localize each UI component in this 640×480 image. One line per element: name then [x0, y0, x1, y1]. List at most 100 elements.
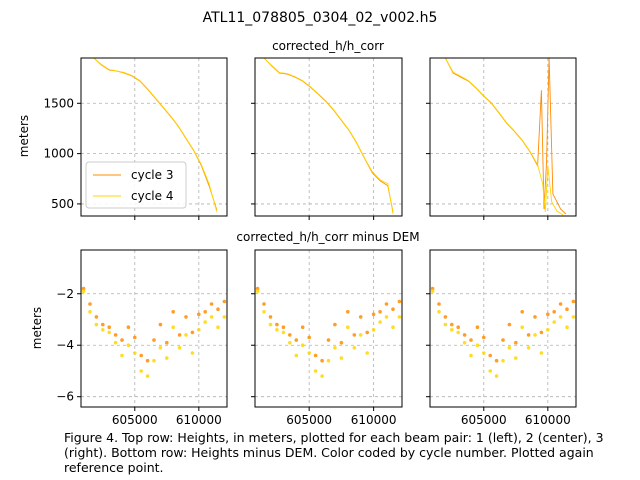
- scatter-point-cycle3: [397, 299, 402, 304]
- scatter-point-cycle4: [165, 356, 169, 360]
- scatter-point-cycle3: [462, 333, 467, 337]
- x-tick-label: 610000: [176, 413, 222, 427]
- scatter-point-cycle3: [145, 358, 150, 363]
- x-tick-label: 605000: [286, 413, 332, 427]
- y-tick-label: −6: [56, 390, 74, 404]
- scatter-point-cycle3: [456, 325, 461, 330]
- scatter-point-cycle3: [475, 325, 480, 330]
- top-row-title: corrected_h/h_corr: [272, 39, 384, 53]
- top-row-ylabel: meters: [17, 115, 31, 157]
- scatter-point-cycle3: [184, 315, 188, 319]
- scatter-point-cycle4: [255, 289, 260, 294]
- scatter-point-cycle4: [443, 322, 448, 327]
- scatter-point-cycle3: [300, 325, 305, 330]
- scatter-point-cycle4: [197, 328, 201, 332]
- scatter-point-cycle4: [216, 325, 220, 330]
- y-tick-label: 500: [51, 197, 74, 211]
- scatter-point-cycle3: [378, 310, 382, 314]
- scatter-point-cycle4: [139, 369, 143, 373]
- scatter-point-cycle4: [203, 320, 207, 324]
- axes-frame: [80, 249, 228, 408]
- legend-label-cycle4: cycle 4: [131, 189, 173, 203]
- axes-frame: [429, 249, 577, 408]
- scatter-point-cycle4: [333, 346, 337, 350]
- scatter-point-cycle4: [300, 343, 305, 348]
- scatter-point-cycle4: [365, 351, 370, 355]
- scatter-point-cycle4: [391, 325, 395, 330]
- axes-frame: [254, 57, 403, 217]
- scatter-point-cycle4: [184, 333, 188, 337]
- scatter-point-cycle3: [152, 338, 156, 342]
- series-line-cycle4: [263, 58, 394, 215]
- scatter-point-cycle4: [558, 315, 563, 319]
- scatter-point-cycle4: [533, 333, 537, 337]
- scatter-point-cycle3: [139, 353, 143, 358]
- scatter-point-cycle3: [281, 325, 286, 330]
- scatter-point-cycle3: [209, 302, 214, 306]
- scatter-point-cycle4: [450, 328, 454, 332]
- scatter-point-cycle3: [520, 310, 524, 314]
- scatter-point-cycle4: [501, 358, 505, 363]
- scatter-point-cycle3: [558, 302, 563, 306]
- scatter-point-cycle4: [94, 322, 99, 327]
- series-line-cycle4: [445, 58, 564, 216]
- y-tick-label: −4: [56, 338, 74, 352]
- scatter-point-cycle4: [552, 320, 556, 324]
- scatter-point-cycle3: [126, 325, 131, 330]
- scatter-point-cycle4: [482, 351, 486, 355]
- scatter-point-cycle4: [107, 330, 111, 335]
- plot-data-r1c1: [255, 286, 402, 378]
- scatter-point-cycle4: [488, 369, 493, 373]
- scatter-point-cycle4: [475, 343, 480, 348]
- scatter-point-cycle4: [81, 289, 86, 294]
- scatter-point-cycle4: [469, 353, 473, 358]
- scatter-point-cycle3: [133, 335, 137, 340]
- legend: cycle 3 cycle 4: [85, 161, 187, 209]
- scatter-point-cycle3: [391, 307, 395, 312]
- scatter-point-cycle3: [255, 286, 260, 291]
- scatter-point-cycle3: [339, 340, 344, 345]
- scatter-point-cycle3: [443, 315, 448, 319]
- scatter-point-cycle3: [365, 330, 370, 335]
- scatter-point-cycle4: [294, 353, 299, 358]
- scatter-point-cycle4: [430, 289, 435, 294]
- scatter-point-cycle3: [565, 307, 569, 312]
- scatter-point-cycle3: [346, 310, 350, 314]
- scatter-point-cycle4: [113, 340, 118, 345]
- scatter-point-cycle4: [384, 315, 389, 319]
- scatter-point-cycle4: [352, 346, 357, 350]
- scatter-point-cycle4: [514, 356, 518, 360]
- scatter-point-cycle3: [216, 307, 220, 312]
- scatter-point-cycle3: [101, 322, 105, 327]
- scatter-point-cycle4: [462, 340, 467, 345]
- x-tick-label: 610000: [525, 413, 571, 427]
- scatter-point-cycle4: [320, 374, 324, 378]
- x-tick-label: 610000: [351, 413, 397, 427]
- legend-label-cycle3: cycle 3: [131, 168, 173, 182]
- scatter-point-cycle4: [326, 358, 331, 363]
- scatter-point-cycle4: [526, 346, 531, 350]
- axes-frame: [254, 249, 403, 408]
- scatter-point-cycle4: [507, 346, 512, 350]
- series-line-cycle4: [93, 58, 218, 213]
- scatter-point-cycle3: [450, 322, 454, 327]
- scatter-point-cycle3: [533, 315, 537, 319]
- y-tick-label: 1500: [43, 96, 74, 110]
- series-line-cycle3: [263, 58, 394, 213]
- scatter-point-cycle4: [281, 330, 286, 335]
- scatter-point-cycle3: [437, 302, 441, 306]
- scatter-point-cycle3: [262, 302, 266, 306]
- scatter-point-cycle3: [197, 312, 201, 317]
- scatter-point-cycle3: [352, 333, 357, 337]
- scatter-point-cycle3: [222, 299, 227, 304]
- scatter-point-cycle3: [371, 312, 376, 317]
- scatter-point-cycle4: [209, 315, 214, 319]
- scatter-point-cycle4: [177, 346, 182, 350]
- scatter-point-cycle3: [113, 333, 118, 337]
- scatter-point-cycle3: [288, 333, 292, 337]
- scatter-point-cycle3: [494, 358, 499, 363]
- scatter-point-cycle4: [371, 328, 376, 332]
- scatter-point-cycle4: [262, 310, 266, 314]
- plot-data-r0c0: [93, 58, 218, 213]
- scatter-point-cycle3: [165, 340, 169, 345]
